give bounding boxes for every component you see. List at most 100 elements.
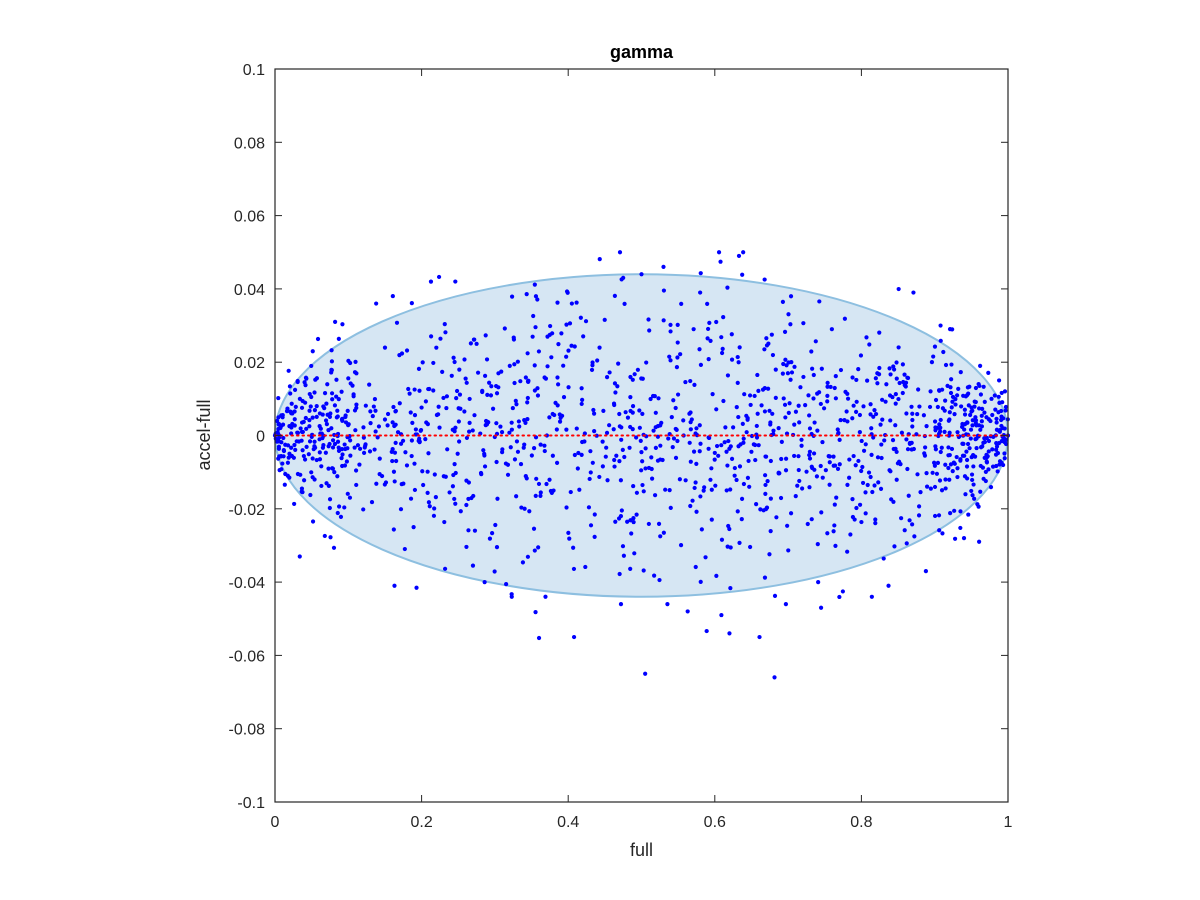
scatter-point xyxy=(410,420,415,426)
scatter-point xyxy=(658,534,663,539)
scatter-point xyxy=(490,406,496,411)
scatter-point xyxy=(617,571,622,577)
scatter-point xyxy=(554,460,560,466)
scatter-point xyxy=(525,400,530,405)
scatter-point xyxy=(933,447,938,452)
scatter-point xyxy=(807,426,813,431)
scatter-point xyxy=(848,532,853,537)
scatter-point xyxy=(854,399,859,404)
scatter-point xyxy=(902,372,907,377)
scatter-point xyxy=(373,429,378,434)
scatter-point xyxy=(813,339,818,344)
scatter-point xyxy=(936,388,942,393)
scatter-point xyxy=(431,513,437,518)
scatter-point xyxy=(569,301,574,306)
scatter-point xyxy=(910,417,915,423)
scatter-point xyxy=(911,290,916,295)
scatter-point xyxy=(313,377,318,382)
scatter-point xyxy=(443,330,448,335)
scatter-point xyxy=(455,451,460,456)
scatter-point xyxy=(734,405,739,410)
scatter-point xyxy=(753,457,758,463)
scatter-point xyxy=(694,509,699,514)
scatter-point xyxy=(986,449,991,454)
scatter-point xyxy=(571,566,577,572)
scatter-point xyxy=(339,417,345,422)
scatter-point xyxy=(398,507,404,512)
y-tick-label: 0.06 xyxy=(234,209,265,226)
scatter-point xyxy=(361,435,366,440)
scatter-point xyxy=(888,372,893,377)
scatter-point xyxy=(984,455,989,460)
scatter-point xyxy=(768,496,773,501)
scatter-point xyxy=(719,537,725,542)
scatter-point xyxy=(858,353,864,358)
scatter-point xyxy=(618,601,624,607)
scatter-point xyxy=(382,345,388,350)
scatter-point xyxy=(391,527,396,532)
scatter-point xyxy=(698,362,704,367)
scatter-point xyxy=(398,441,404,446)
scatter-point xyxy=(762,409,768,414)
scatter-point xyxy=(801,321,806,326)
scatter-point xyxy=(644,360,649,365)
scatter-point xyxy=(328,535,333,540)
scatter-point xyxy=(815,542,820,547)
scatter-point xyxy=(973,437,978,442)
scatter-point xyxy=(719,612,724,618)
scatter-point xyxy=(968,436,973,441)
scatter-point xyxy=(385,423,390,428)
scatter-point xyxy=(811,396,816,401)
scatter-point xyxy=(464,435,470,441)
scatter-point xyxy=(342,505,347,510)
scatter-point xyxy=(741,250,746,255)
scatter-point xyxy=(969,472,975,477)
scatter-point xyxy=(510,405,515,411)
scatter-point xyxy=(892,367,897,372)
scatter-point xyxy=(457,392,463,397)
scatter-point xyxy=(821,406,827,411)
scatter-point xyxy=(819,510,824,515)
scatter-point xyxy=(367,449,373,454)
scatter-point xyxy=(850,416,855,421)
scatter-point xyxy=(661,288,667,293)
scatter-point xyxy=(910,411,915,416)
scatter-point xyxy=(677,477,682,482)
scatter-point xyxy=(286,455,291,460)
scatter-point xyxy=(308,492,313,498)
scatter-point xyxy=(905,375,911,381)
scatter-point xyxy=(675,438,680,444)
scatter-point xyxy=(350,383,355,388)
y-tick-label: -0.08 xyxy=(229,722,266,739)
scatter-point xyxy=(958,509,963,514)
scatter-point xyxy=(590,363,595,368)
scatter-point xyxy=(955,474,960,480)
scatter-point xyxy=(431,388,436,393)
scatter-point xyxy=(474,341,479,346)
scatter-point xyxy=(978,363,983,368)
scatter-point xyxy=(625,519,630,524)
scatter-point xyxy=(589,367,595,373)
scatter-point xyxy=(815,428,820,433)
scatter-point xyxy=(724,488,729,493)
scatter-point xyxy=(938,425,943,430)
scatter-point xyxy=(667,488,672,493)
scatter-point xyxy=(887,366,892,371)
scatter-point xyxy=(613,390,618,395)
x-tick-label: 0.4 xyxy=(557,814,579,831)
y-tick-label: 0.1 xyxy=(243,62,265,79)
scatter-point xyxy=(807,452,812,458)
scatter-point xyxy=(544,481,549,487)
scatter-point xyxy=(936,513,942,518)
scatter-point xyxy=(543,376,549,381)
scatter-point xyxy=(545,364,550,369)
scatter-point xyxy=(289,411,294,416)
scatter-point xyxy=(932,344,938,349)
scatter-point xyxy=(979,413,984,418)
scatter-point xyxy=(339,446,345,452)
scatter-point xyxy=(357,446,363,451)
scatter-point xyxy=(754,423,759,429)
scatter-point xyxy=(893,401,898,406)
scatter-point xyxy=(783,357,788,362)
scatter-point xyxy=(961,536,967,541)
